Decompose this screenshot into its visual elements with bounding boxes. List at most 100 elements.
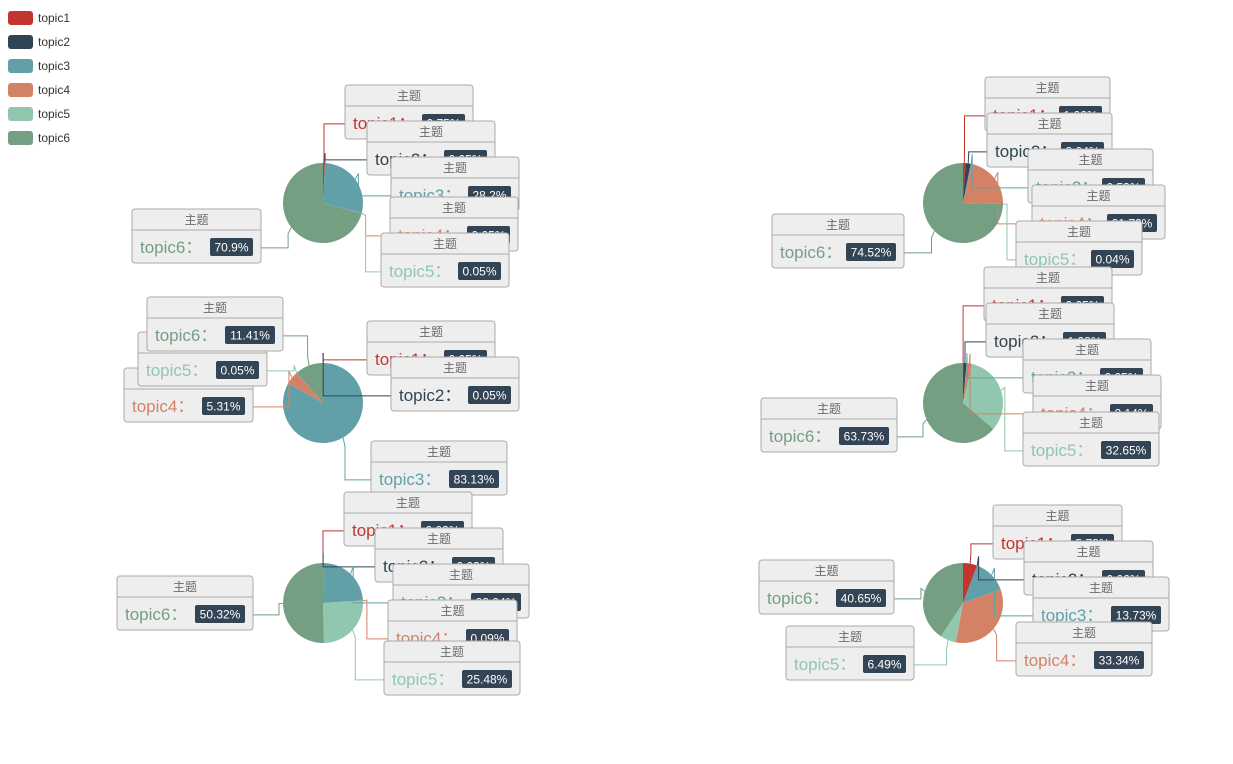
label-title: 主题 <box>397 89 421 103</box>
label-title: 主题 <box>173 580 197 594</box>
label-value: 63.73% <box>844 430 885 444</box>
pie-slice-topic2[interactable] <box>963 163 971 203</box>
label-title: 主题 <box>1045 509 1069 523</box>
leader-line-topic1 <box>962 305 985 363</box>
label-title: 主题 <box>427 532 451 546</box>
label-value-badge <box>1111 606 1161 624</box>
leader-line-topic1 <box>969 543 994 564</box>
pie-slice-topic2[interactable] <box>963 565 978 603</box>
label-value: 70.9% <box>214 241 248 255</box>
leader-line-topic3 <box>342 437 372 481</box>
leader-line-topic6 <box>893 587 926 600</box>
slice-label-topic5: 主题 topic5： 25.48% <box>383 640 521 696</box>
leader-line-topic2 <box>322 553 376 568</box>
pie-slice-topic2[interactable] <box>963 363 967 403</box>
pie-slices <box>283 362 364 443</box>
slice-label-topic4: 主题 topic4： 33.34% <box>1015 621 1153 677</box>
slice-label-topic6: 主题 topic6： 50.32% <box>116 575 254 631</box>
leader-line-topic2 <box>322 353 392 397</box>
pie-slice-topic3[interactable] <box>963 565 1001 603</box>
slice-label-topic6: 主题 topic6： 74.52% <box>771 213 905 269</box>
label-series-name: topic6： <box>769 427 831 446</box>
label-title: 主题 <box>1075 343 1099 357</box>
pie-slice-topic6[interactable] <box>282 163 362 244</box>
leader-line-topic4 <box>362 599 389 640</box>
label-series-name: topic6： <box>140 238 202 257</box>
pie-slice-topic6[interactable] <box>283 563 324 643</box>
label-value: 0.05% <box>220 364 254 378</box>
pie-slice-topic3[interactable] <box>323 563 363 603</box>
label-value-badge <box>1091 250 1134 268</box>
leader-line-topic3 <box>991 567 1034 617</box>
label-title: 主题 <box>184 213 208 227</box>
pie-slice-topic5[interactable] <box>323 600 364 643</box>
pie-slice-topic1[interactable] <box>963 563 978 603</box>
label-series-name: topic5： <box>1024 250 1086 269</box>
leader-lines <box>252 530 394 681</box>
label-value-badge <box>1101 441 1151 459</box>
pie-slice-topic5[interactable] <box>940 603 963 643</box>
pie-slice-topic6[interactable] <box>296 363 323 403</box>
legend-label: topic4 <box>38 83 71 97</box>
leader-line-topic6 <box>896 419 928 438</box>
pie-slice-topic6[interactable] <box>922 363 994 443</box>
label-value: 0.04% <box>1095 253 1129 267</box>
pie-slice-topic3[interactable] <box>323 163 363 213</box>
legend-item-topic6[interactable]: topic6 <box>8 126 70 150</box>
leader-line-topic5 <box>913 640 949 666</box>
legend-item-topic4[interactable]: topic4 <box>8 78 70 102</box>
slice-label-topic6: 主题 topic6： 63.73% <box>760 397 898 453</box>
pie-slice-topic5[interactable] <box>963 364 1004 430</box>
legend-item-topic1[interactable]: topic1 <box>8 6 70 30</box>
pie-slice-topic6[interactable] <box>923 163 1003 244</box>
pie-slice-topic1[interactable] <box>323 162 325 203</box>
pie-chart-1: 主题topic1：0.75%主题topic2：0.05%主题topic3：28.… <box>131 84 520 288</box>
label-series-name: topic4： <box>1024 651 1086 670</box>
label-title: 主题 <box>1085 379 1109 393</box>
label-title: 主题 <box>443 361 467 375</box>
pie-slice-topic4[interactable] <box>323 203 362 214</box>
legend-item-topic5[interactable]: topic5 <box>8 102 70 126</box>
label-title: 主题 <box>1038 307 1062 321</box>
pie-slice-topic5[interactable] <box>296 372 323 403</box>
label-value: 11.41% <box>230 329 270 343</box>
pie-slice-topic6[interactable] <box>923 563 963 637</box>
label-title: 主题 <box>442 201 466 215</box>
label-series-name: topic5： <box>392 670 454 689</box>
pie-slice-topic3[interactable] <box>963 363 967 403</box>
label-title: 主题 <box>1067 225 1091 239</box>
label-title: 主题 <box>1037 117 1061 131</box>
label-title: 主题 <box>814 564 838 578</box>
label-value: 0.05% <box>462 265 496 279</box>
pie-slice-topic5[interactable] <box>323 203 362 214</box>
label-value: 83.13% <box>454 473 495 487</box>
leader-line-topic3 <box>354 173 392 197</box>
leader-lines <box>903 115 1033 261</box>
label-title: 主题 <box>396 496 420 510</box>
pie-slice-topic3[interactable] <box>283 363 364 443</box>
pie-slice-topic4[interactable] <box>288 372 323 403</box>
leader-line-topic1 <box>963 115 986 164</box>
label-value-badge <box>195 605 245 623</box>
leader-line-topic6 <box>903 230 935 254</box>
slice-labels: 主题topic1：0.05%主题topic2：1.38%主题topic3：0.0… <box>760 266 1162 467</box>
leader-line-topic5 <box>361 212 382 273</box>
pie-slice-topic4[interactable] <box>955 589 1003 644</box>
pie-slice-topic2[interactable] <box>323 163 326 203</box>
pie-slice-topic4[interactable] <box>963 164 1004 204</box>
label-series-name: topic4： <box>132 397 194 416</box>
label-series-name: topic5： <box>1031 441 1093 460</box>
pie-slices <box>283 562 364 643</box>
label-title: 主题 <box>1089 581 1113 595</box>
pie-slice-topic1[interactable] <box>963 163 966 203</box>
leader-line-topic5 <box>351 629 385 681</box>
pie-slice-topic3[interactable] <box>963 163 973 203</box>
legend-item-topic3[interactable]: topic3 <box>8 54 70 78</box>
legend-item-topic2[interactable]: topic2 <box>8 30 70 54</box>
leader-line-topic1 <box>323 123 346 164</box>
leader-line-topic6 <box>282 335 310 366</box>
pie-slices <box>282 162 363 244</box>
label-value-badge <box>846 243 896 261</box>
pie-slice-topic5[interactable] <box>963 203 1003 205</box>
label-value-badge <box>216 361 259 379</box>
